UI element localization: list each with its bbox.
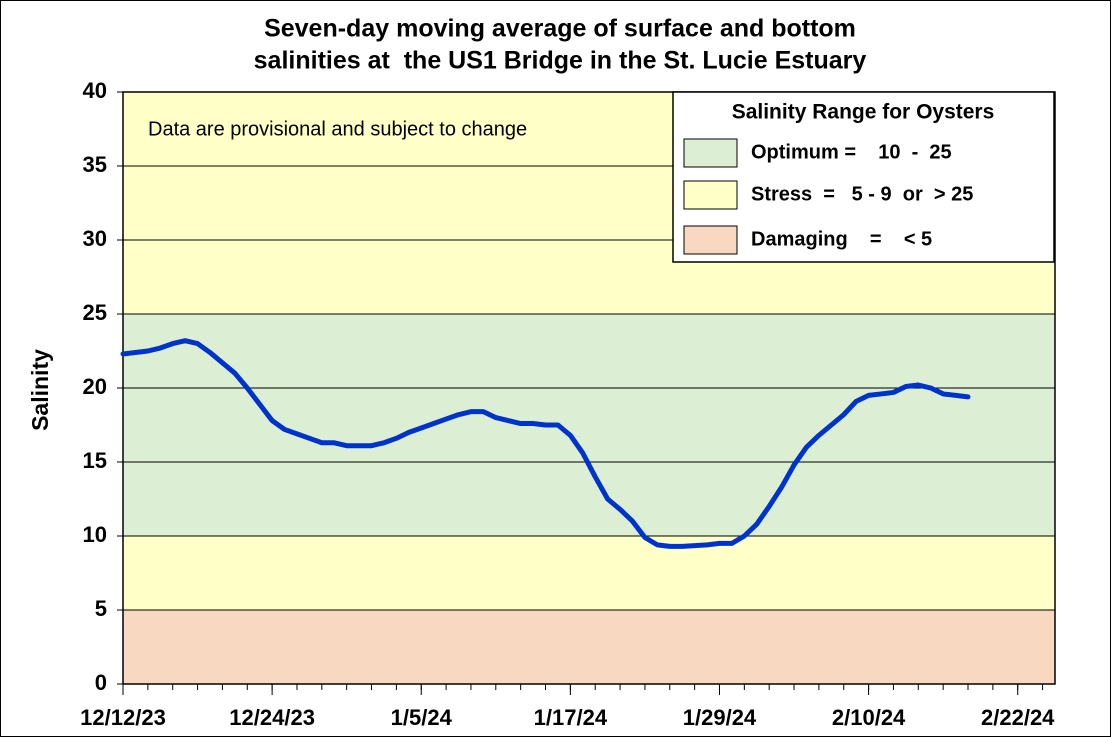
band <box>123 610 1055 684</box>
band <box>123 536 1055 610</box>
chart-title: salinities at the US1 Bridge in the St. … <box>254 47 867 75</box>
legend-label: Damaging = < 5 <box>751 228 932 250</box>
band <box>123 314 1055 536</box>
y-tick-label: 40 <box>83 78 107 103</box>
y-tick-label: 35 <box>83 152 107 177</box>
x-tick-label: 1/17/24 <box>534 705 608 730</box>
legend-title: Salinity Range for Oysters <box>732 101 995 124</box>
y-tick-label: 20 <box>83 374 107 399</box>
legend-label: Stress = 5 - 9 or > 25 <box>751 183 973 205</box>
plot-border <box>122 91 1056 685</box>
legend-swatch <box>683 138 738 168</box>
chart-title: Seven-day moving average of surface and … <box>264 15 856 43</box>
x-tick-label: 12/12/23 <box>80 705 166 730</box>
x-tick-label: 1/5/24 <box>391 705 453 730</box>
salinity-line <box>120 338 971 549</box>
x-tick-label: 2/10/24 <box>832 705 906 730</box>
legend-label: Optimum = 10 - 25 <box>751 141 952 163</box>
y-tick-label: 25 <box>83 300 107 325</box>
y-tick-label: 5 <box>95 596 107 621</box>
y-tick-label: 30 <box>83 226 107 251</box>
x-tick-label: 1/29/24 <box>683 705 757 730</box>
y-axis-label: Salinity <box>27 349 53 431</box>
y-tick-label: 10 <box>83 522 107 547</box>
y-tick-label: 15 <box>83 448 107 473</box>
y-tick-label: 0 <box>95 670 107 695</box>
annotation: Data are provisional and subject to chan… <box>148 118 527 140</box>
legend-swatch <box>683 225 738 255</box>
x-tick-label: 12/24/23 <box>229 705 315 730</box>
x-tick-label: 2/22/24 <box>981 705 1055 730</box>
legend-swatch <box>683 180 738 210</box>
